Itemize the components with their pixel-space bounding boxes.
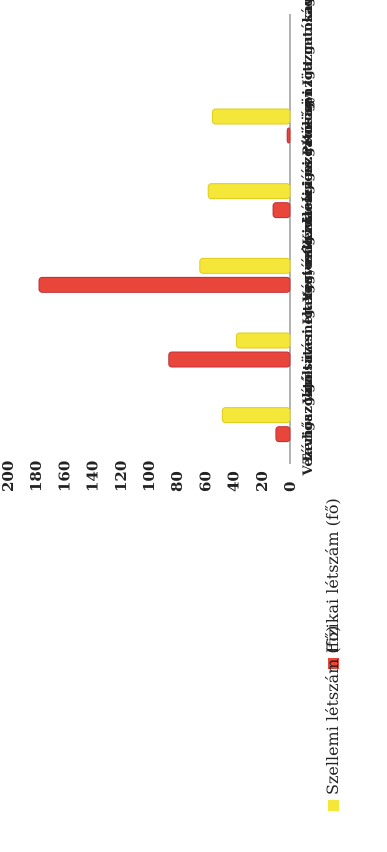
value-tick-label: 60 bbox=[196, 471, 214, 492]
bar-fizikai-3 bbox=[272, 202, 291, 219]
value-tick-label: 200 bbox=[0, 461, 17, 492]
value-tick-label: 0 bbox=[281, 482, 299, 492]
legend-swatch-0 bbox=[328, 658, 339, 669]
bar-szellemi-3 bbox=[207, 183, 291, 200]
value-tick-label: 100 bbox=[140, 461, 158, 492]
category-label: Városüzemeltetési-és Kivitelezési... bbox=[301, 147, 316, 404]
value-tick-label: 80 bbox=[168, 471, 186, 492]
bar-fizikai-4 bbox=[286, 127, 291, 144]
category-label: Kölcsönzött munkavállaló bbox=[301, 0, 316, 146]
bar-fizikai-0 bbox=[275, 426, 291, 443]
category-label: Vezérigazgató bbox=[301, 373, 316, 476]
legend-swatch-1 bbox=[328, 800, 339, 811]
category-label: Gazdasági és Pénzügyi Igazgatóság bbox=[301, 0, 316, 254]
category-label: Távhőszolgáltatási Igazgatóság bbox=[301, 237, 316, 464]
legend-label: Szellemi létszám (fő) bbox=[323, 626, 342, 795]
bar-szellemi-0 bbox=[221, 407, 291, 424]
legend-label: Fizikai létszám (fő) bbox=[323, 498, 342, 653]
value-tick-label: 40 bbox=[225, 471, 243, 492]
value-tick-label: 160 bbox=[55, 461, 73, 492]
bar-szellemi-2 bbox=[199, 257, 291, 274]
bar-fizikai-1 bbox=[168, 351, 291, 368]
value-tick-label: 140 bbox=[84, 461, 102, 492]
value-tick-label: 120 bbox=[112, 461, 130, 492]
bar-szellemi-1 bbox=[235, 332, 291, 349]
bar-szellemi-4 bbox=[211, 108, 291, 125]
bar-fizikai-2 bbox=[38, 276, 291, 293]
category-label: Vagyonkezelési igazgatóság bbox=[301, 100, 316, 303]
value-tick-label: 20 bbox=[253, 471, 271, 492]
value-tick-label: 180 bbox=[27, 461, 45, 492]
